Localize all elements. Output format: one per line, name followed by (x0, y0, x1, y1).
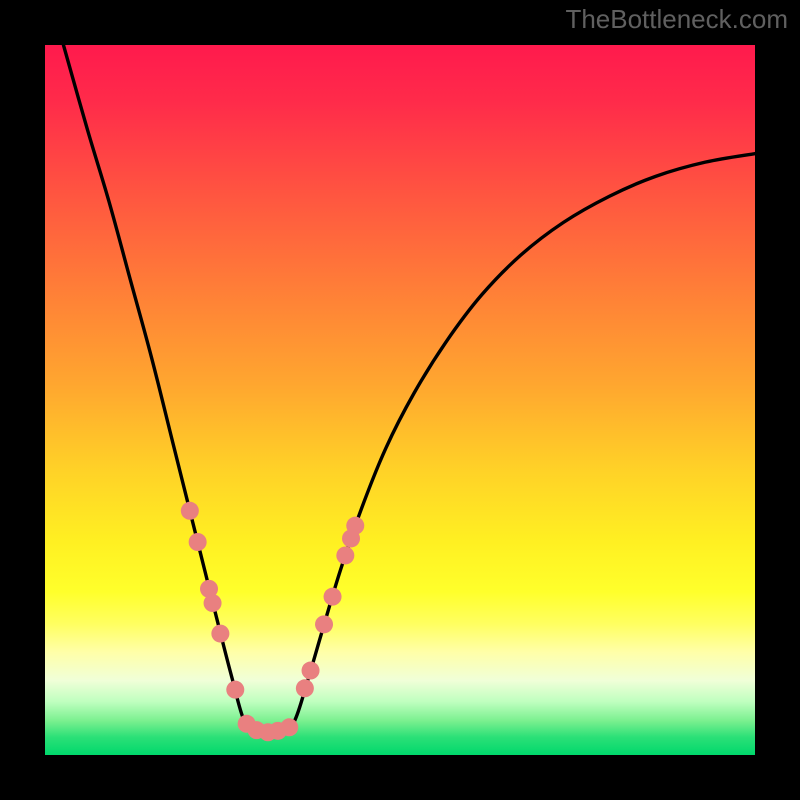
data-marker (226, 681, 244, 699)
data-marker (315, 615, 333, 633)
data-marker (346, 517, 364, 535)
data-marker (336, 546, 354, 564)
data-marker (302, 662, 320, 680)
data-marker (189, 533, 207, 551)
data-marker (296, 679, 314, 697)
data-marker (280, 718, 298, 736)
data-marker (211, 625, 229, 643)
data-marker (204, 594, 222, 612)
gradient-background (45, 45, 755, 755)
chart-canvas: TheBottleneck.com (0, 0, 800, 800)
data-marker (181, 502, 199, 520)
data-marker (324, 588, 342, 606)
bottleneck-chart-svg (0, 0, 800, 800)
